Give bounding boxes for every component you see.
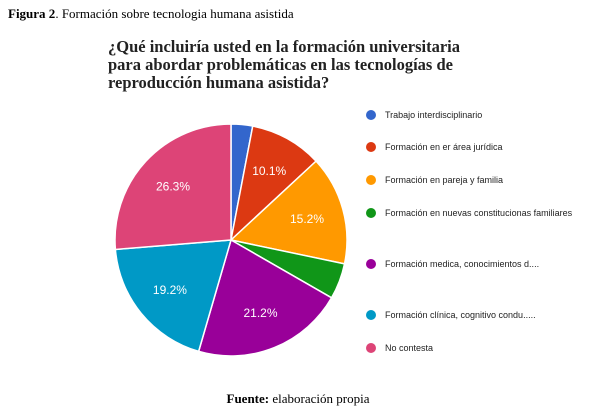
figure-caption-text: . Formación sobre tecnologia humana asis…: [55, 6, 294, 21]
figure-caption: Figura 2. Formación sobre tecnologia hum…: [8, 6, 294, 22]
figure-label: Figura 2: [8, 6, 56, 21]
legend-dot-icon: [366, 343, 376, 353]
legend-dot-icon: [366, 259, 376, 269]
pie-slice-label-2: 15.2%: [290, 212, 324, 226]
legend-item-4: Formación medica, conocimientos d....: [366, 259, 539, 269]
legend-label: Formación en er área jurídica: [385, 142, 503, 152]
pie-slice-2: [229, 160, 348, 265]
pie-slice-5: [114, 239, 233, 353]
legend-item-1: Formación en er área jurídica: [366, 142, 503, 152]
source-caption: Fuente: elaboración propia: [0, 391, 596, 407]
pie-slice-4: [197, 238, 333, 357]
source-label: Fuente:: [226, 391, 270, 406]
pie-slice-label-6: 26.3%: [156, 180, 190, 194]
legend-item-5: Formación clínica, cognitivo condu.....: [366, 310, 536, 320]
legend-label: Formación en pareja y familia: [385, 175, 504, 185]
legend-dot-icon: [366, 142, 376, 152]
legend-item-3: Formación en nuevas constitucionas famil…: [366, 208, 572, 218]
pie-slice-1: [229, 125, 318, 243]
legend-label: Formación en nuevas constitucionas famil…: [385, 208, 573, 218]
chart-title: ¿Qué incluiría usted en la formación uni…: [108, 37, 460, 92]
legend-dot-icon: [366, 175, 376, 185]
legend-item-0: Trabajo interdisciplinario: [366, 110, 482, 120]
source-text: elaboración propia: [269, 391, 370, 406]
legend-label: No contesta: [385, 343, 434, 353]
legend-dot-icon: [366, 208, 376, 218]
pie-slice-label-5: 19.2%: [153, 283, 187, 297]
pie-slice-6: [114, 123, 232, 251]
legend-item-6: No contesta: [366, 343, 433, 353]
pie-slice-label-4: 21.2%: [243, 306, 277, 320]
legend-item-2: Formación en pareja y familia: [366, 175, 503, 185]
legend-dot-icon: [366, 310, 376, 320]
legend-label: Formación medica, conocimientos d....: [385, 259, 540, 269]
legend-dot-icon: [366, 110, 376, 120]
legend-label: Trabajo interdisciplinario: [385, 110, 483, 120]
pie-slice-label-1: 10.1%: [252, 164, 286, 178]
legend-label: Formación clínica, cognitivo condu.....: [385, 310, 536, 320]
